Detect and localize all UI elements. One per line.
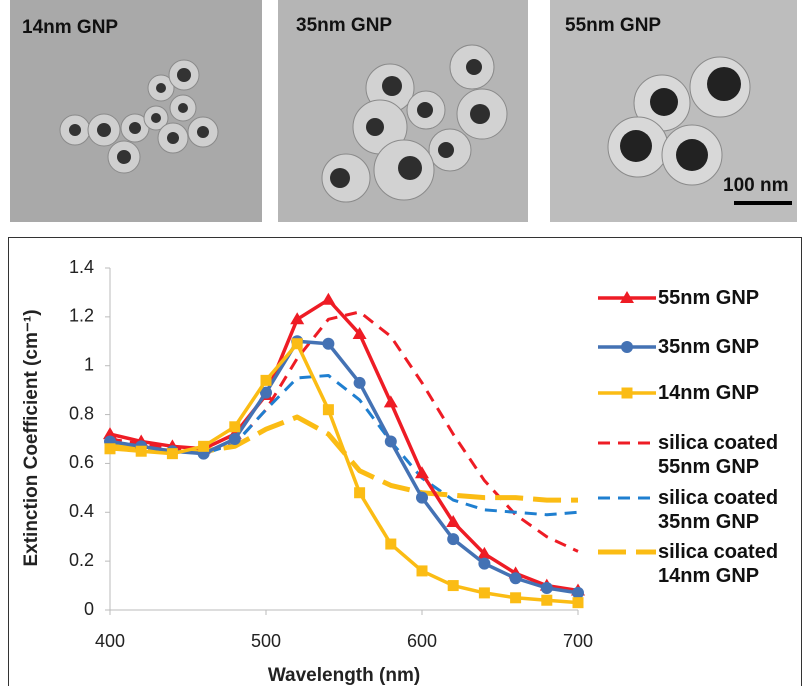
y-tick-label: 0.2 <box>69 550 94 570</box>
y-axis-title: Extinction Coefficient (cm⁻¹) <box>21 309 42 566</box>
y-tick-label: 0.8 <box>69 403 94 423</box>
chart-frame <box>8 237 802 686</box>
marker <box>321 292 336 305</box>
series-line <box>109 298 579 593</box>
marker <box>416 491 428 504</box>
x-tick-label: 400 <box>95 631 125 651</box>
marker <box>572 597 584 609</box>
marker <box>478 557 491 570</box>
marker <box>416 565 428 577</box>
marker <box>446 515 461 528</box>
image-label: 14nm GNP <box>22 17 118 38</box>
image-label: 55nm GNP <box>565 15 661 36</box>
marker <box>572 586 584 599</box>
marker <box>447 533 460 546</box>
series-line <box>109 414 578 503</box>
marker <box>260 386 272 399</box>
marker <box>354 487 366 499</box>
x-tick-label: 600 <box>407 631 437 651</box>
marker <box>385 538 397 550</box>
scale-bar-label: 100 nm <box>723 175 788 196</box>
y-tick-label: 0 <box>84 599 94 619</box>
y-tick-label: 0.6 <box>69 452 94 472</box>
marker <box>260 374 272 386</box>
marker <box>353 376 366 389</box>
series-line <box>109 339 579 595</box>
marker <box>198 440 210 452</box>
marker <box>510 592 522 604</box>
y-tick-label: 1 <box>84 354 94 374</box>
marker <box>415 466 429 479</box>
series-line <box>109 310 579 553</box>
marker <box>228 433 241 445</box>
marker <box>104 443 116 455</box>
marker <box>352 326 367 339</box>
marker <box>541 594 553 606</box>
series-line <box>109 341 579 605</box>
marker <box>322 404 334 416</box>
marker <box>135 445 147 457</box>
marker <box>384 435 397 448</box>
marker <box>540 582 553 595</box>
y-tick-label: 0.4 <box>69 501 94 521</box>
x-tick-label: 700 <box>563 631 593 651</box>
marker <box>478 587 490 599</box>
tem-panel <box>10 0 797 222</box>
marker <box>447 580 459 592</box>
x-tick-label: 500 <box>251 631 281 651</box>
marker <box>290 312 305 325</box>
marker <box>477 546 492 559</box>
marker <box>383 395 398 408</box>
y-tick-label: 1.2 <box>69 306 94 326</box>
marker <box>103 427 117 440</box>
series-line <box>109 373 579 517</box>
marker <box>291 338 303 350</box>
x-axis-title: Wavelength (nm) <box>268 665 420 686</box>
marker <box>322 337 335 350</box>
marker <box>229 421 241 433</box>
marker <box>166 448 178 460</box>
image-label: 35nm GNP <box>296 15 392 36</box>
y-tick-label: 1.4 <box>69 257 94 277</box>
marker <box>509 572 522 585</box>
